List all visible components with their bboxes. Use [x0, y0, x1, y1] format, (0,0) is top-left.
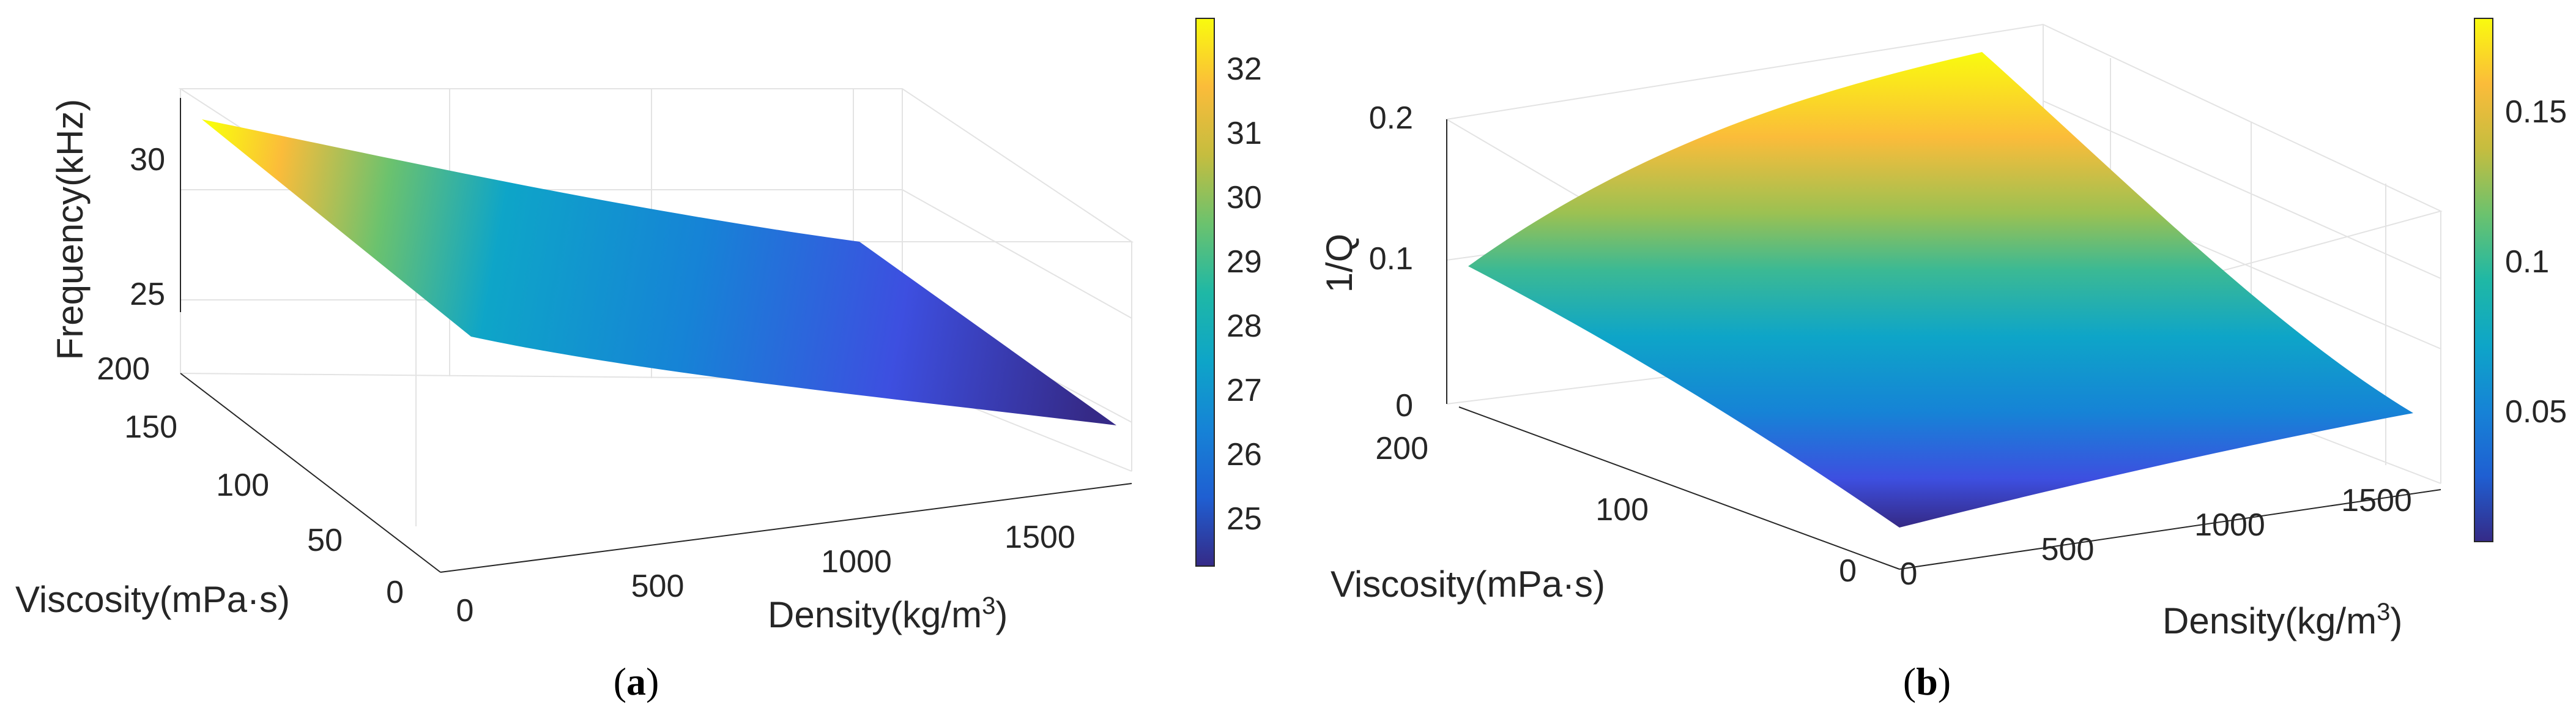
- tick: 1500: [1004, 520, 1075, 555]
- colorbar-tick: 28: [1227, 308, 1262, 344]
- panel-a-colorbar-ticks: 32 31 30 29 28 27 26 25: [1227, 51, 1262, 537]
- tick: 150: [124, 409, 177, 445]
- colorbar-tick: 32: [1227, 51, 1262, 87]
- tick: 50: [307, 523, 343, 558]
- panel-a-y-ticks: 200 150 100 50 0: [97, 351, 404, 610]
- tick: 0: [456, 593, 474, 629]
- colorbar-tick: 0.1: [2505, 244, 2549, 280]
- colorbar-tick: 26: [1227, 437, 1262, 472]
- panel-a-y-label: Viscosity(mPa·s): [15, 579, 290, 620]
- panel-a-z-ticks: 30 25: [130, 142, 165, 312]
- panel-b-x-ticks: 0 500 1000 1500: [1900, 483, 2412, 592]
- tick: 200: [1375, 431, 1428, 466]
- colorbar-tick: 27: [1227, 373, 1262, 408]
- tick: 1500: [2341, 483, 2412, 518]
- tick: 100: [216, 468, 269, 503]
- tick: 1000: [2194, 507, 2265, 543]
- colorbar-tick: 30: [1227, 180, 1262, 215]
- panel-a-x-ticks: 0 500 1000 1500: [456, 520, 1075, 629]
- panel-a-caption: (a): [614, 660, 659, 703]
- tick: 25: [130, 277, 165, 312]
- panel-b-y-axis: [1458, 406, 1900, 570]
- panel-a-colorbar: [1195, 18, 1215, 567]
- panel-a-x-axis: [440, 483, 1132, 573]
- panel-a-y-axis: [180, 373, 441, 573]
- panel-a-z-label: Frequency(kHz): [50, 99, 91, 360]
- tick: 100: [1595, 492, 1649, 528]
- panel-b-z-ticks: 0.2 0.1 0: [1369, 100, 1413, 424]
- tick: 0: [386, 575, 404, 610]
- panel-b-x-axis: [1899, 489, 2441, 570]
- tick: 500: [631, 569, 685, 604]
- panel-b-surface: [1468, 52, 2413, 528]
- colorbar-tick: 29: [1227, 244, 1262, 280]
- tick: 0: [1839, 553, 1857, 589]
- panel-b-colorbar-ticks: 0.15 0.1 0.05: [2505, 94, 2567, 430]
- panel-b-z-label: 1/Q: [1319, 234, 1360, 293]
- panel-a: 30 25 200 150 100 50 0 0 500 1000 1500 F…: [15, 18, 1262, 703]
- panel-b-colorbar: [2474, 18, 2493, 542]
- colorbar-tick: 0.15: [2505, 94, 2567, 130]
- panel-b-x-label: Density(kg/m3): [2162, 599, 2402, 641]
- tick: 0: [1395, 388, 1413, 424]
- panel-b-y-label: Viscosity(mPa·s): [1331, 564, 1605, 605]
- panel-b-y-ticks: 200 100 0: [1375, 431, 1857, 589]
- panel-a-surface: [202, 119, 1116, 425]
- colorbar-tick: 25: [1227, 501, 1262, 537]
- panel-b: 0.2 0.1 0 200 100 0 0 500 1000 1500 1/Q …: [1319, 18, 2567, 703]
- colorbar-tick: 0.05: [2505, 394, 2567, 430]
- colorbar-tick: 31: [1227, 116, 1262, 151]
- tick: 0: [1900, 556, 1918, 592]
- tick: 1000: [821, 544, 892, 580]
- tick: 500: [2041, 532, 2095, 567]
- panel-a-x-label: Density(kg/m3): [768, 592, 1008, 635]
- tick: 30: [130, 142, 165, 177]
- tick: 0.2: [1369, 100, 1413, 136]
- panel-b-caption: (b): [1903, 660, 1951, 703]
- tick: 0.1: [1369, 241, 1413, 277]
- tick: 200: [97, 351, 150, 387]
